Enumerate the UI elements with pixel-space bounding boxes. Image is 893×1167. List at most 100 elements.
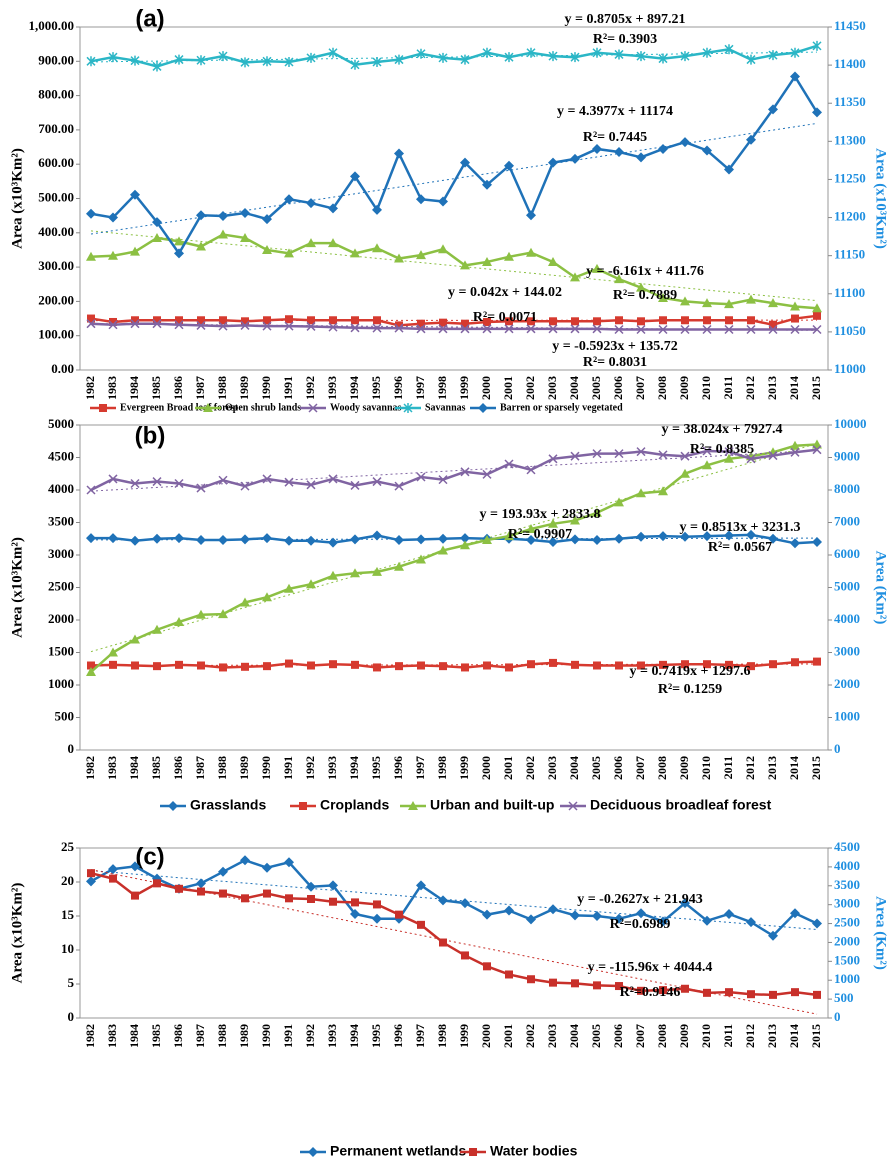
marker (218, 609, 228, 619)
marker (394, 54, 404, 65)
marker (747, 990, 755, 999)
trend-r2: R²=0.9146 (620, 985, 681, 1000)
y2-tick-label: 9000 (834, 448, 860, 463)
x-tick-label: 2011 (721, 756, 735, 779)
x-tick-label: 2015 (809, 376, 823, 400)
trend-line (90, 443, 818, 653)
marker (328, 47, 338, 58)
marker (175, 316, 183, 325)
marker (768, 50, 778, 61)
marker (724, 453, 734, 463)
y-tick-label: 0 (68, 741, 75, 756)
marker (152, 61, 162, 72)
marker (153, 662, 161, 671)
marker (86, 876, 96, 887)
marker (438, 244, 448, 254)
marker (724, 164, 734, 175)
marker (240, 481, 250, 491)
marker (373, 900, 381, 909)
marker (241, 662, 249, 671)
marker (483, 962, 491, 971)
marker (769, 660, 777, 669)
y2-tick-label: 4500 (834, 839, 860, 854)
y2-tick-label: 3000 (834, 896, 860, 911)
trend-line (90, 122, 818, 235)
trend-equation: y = -0.5923x + 135.72 (552, 339, 678, 354)
x-tick-label: 2007 (633, 1024, 647, 1048)
marker (263, 316, 271, 325)
marker (680, 137, 690, 148)
marker (461, 319, 469, 328)
legend-label: Open shrub lands (225, 402, 301, 413)
marker (568, 801, 578, 811)
y2-tick-label: 4000 (834, 858, 860, 873)
x-tick-label: 1995 (369, 1024, 383, 1048)
marker (395, 662, 403, 671)
y-tick-label: 1,000.00 (29, 18, 75, 33)
marker (460, 324, 470, 334)
y2-tick-label: 11250 (834, 170, 866, 185)
marker (570, 451, 580, 461)
x-tick-label: 2014 (787, 1024, 801, 1048)
x-tick-label: 2002 (523, 376, 537, 400)
x-tick-label: 1999 (457, 376, 471, 400)
y2-tick-label: 2000 (834, 676, 860, 691)
marker (262, 321, 272, 331)
y-tick-label: 600.00 (38, 155, 74, 170)
marker (703, 988, 711, 997)
x-tick-label: 2013 (765, 376, 779, 400)
marker (108, 212, 118, 223)
marker (504, 905, 514, 916)
y2-tick-label: 11100 (834, 285, 865, 300)
marker (307, 661, 315, 670)
x-tick-label: 2009 (677, 376, 691, 400)
y-tick-label: 3500 (48, 513, 74, 528)
x-tick-label: 1996 (391, 376, 405, 400)
y2-tick-label: 1500 (834, 952, 860, 967)
marker (637, 317, 645, 326)
marker (614, 497, 624, 507)
x-tick-label: 1988 (215, 1024, 229, 1048)
marker (218, 51, 228, 62)
marker (108, 474, 118, 484)
marker (109, 317, 117, 326)
legend-label: Savannas (425, 402, 466, 413)
y-tick-label: 500.00 (38, 189, 74, 204)
marker (614, 449, 624, 459)
marker (196, 483, 206, 493)
marker (614, 913, 624, 924)
trend-r2: R²= 0.0071 (473, 310, 537, 325)
marker (438, 196, 448, 207)
marker (615, 661, 623, 670)
marker (240, 855, 250, 866)
marker (417, 920, 425, 929)
marker (460, 467, 470, 477)
marker (394, 561, 404, 571)
marker (483, 317, 491, 326)
marker (86, 251, 96, 261)
marker (593, 981, 601, 990)
marker (702, 47, 712, 58)
marker (571, 979, 579, 988)
marker (284, 535, 294, 546)
marker (813, 311, 821, 320)
marker (219, 316, 227, 325)
marker (768, 104, 778, 115)
x-tick-label: 2015 (809, 1024, 823, 1048)
series-line (90, 74, 819, 256)
marker (416, 194, 426, 205)
marker (240, 57, 250, 68)
marker (308, 1147, 318, 1157)
y-tick-label: 15 (61, 907, 75, 922)
marker (637, 661, 645, 670)
y2-tick-label: 11200 (834, 209, 866, 224)
marker (570, 153, 580, 164)
x-tick-label: 2004 (567, 376, 581, 400)
y2-axis-label: Area (Km²) (873, 896, 889, 970)
y2-tick-label: 8000 (834, 481, 860, 496)
marker (152, 477, 162, 487)
marker (592, 449, 602, 459)
marker (659, 986, 667, 995)
marker (416, 48, 426, 59)
marker (659, 660, 667, 669)
